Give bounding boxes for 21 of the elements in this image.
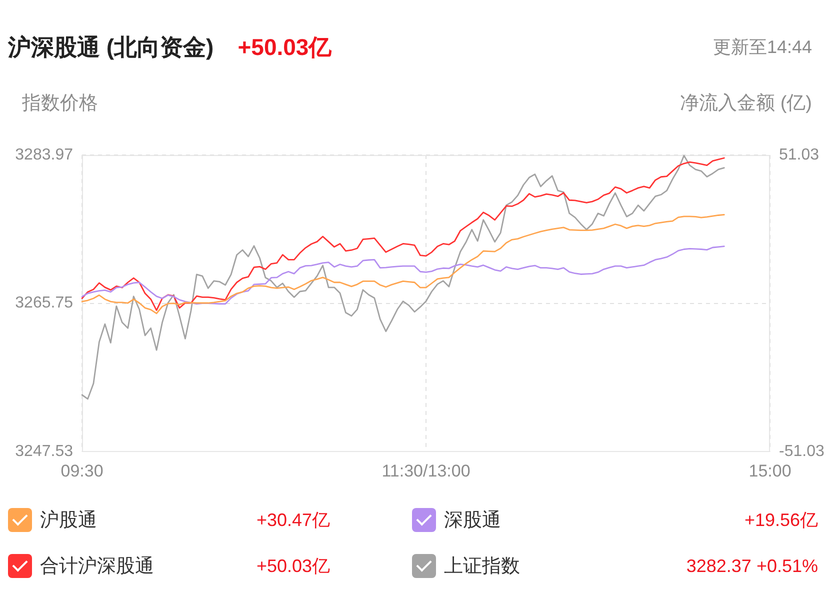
- y-tick-label: 3283.97: [15, 146, 74, 164]
- y2-axis-title: 净流入金额 (亿): [680, 92, 812, 116]
- y2-tick-label: -51.03: [779, 443, 824, 460]
- chart-title: 沪深股通 (北向资金): [8, 32, 214, 62]
- text: 更新至14:44: [712, 36, 812, 59]
- y-tick-label: 3247.53: [15, 443, 74, 460]
- text: 3282.37 +0.51%: [686, 556, 818, 576]
- text: +19.56亿: [744, 509, 818, 532]
- x-tick-label: 11:30/13:00: [382, 461, 470, 480]
- text: +30.47亿: [256, 509, 330, 532]
- y-axis-title: 指数价格: [22, 92, 98, 116]
- y-tick-label: 3265.75: [15, 294, 74, 312]
- y2-tick-label: 51.03: [779, 146, 820, 164]
- legend-label: 深股通: [444, 509, 501, 533]
- x-tick-label: 15:00: [748, 461, 792, 480]
- legend-label: 合计沪深股通: [40, 554, 154, 579]
- text: +50.03亿: [256, 555, 330, 578]
- chart-subtitle: +50.03亿: [238, 32, 332, 62]
- x-tick-label: 09:30: [60, 461, 104, 480]
- legend-label: 上证指数: [444, 555, 520, 579]
- legend-label: 沪股通: [40, 508, 97, 533]
